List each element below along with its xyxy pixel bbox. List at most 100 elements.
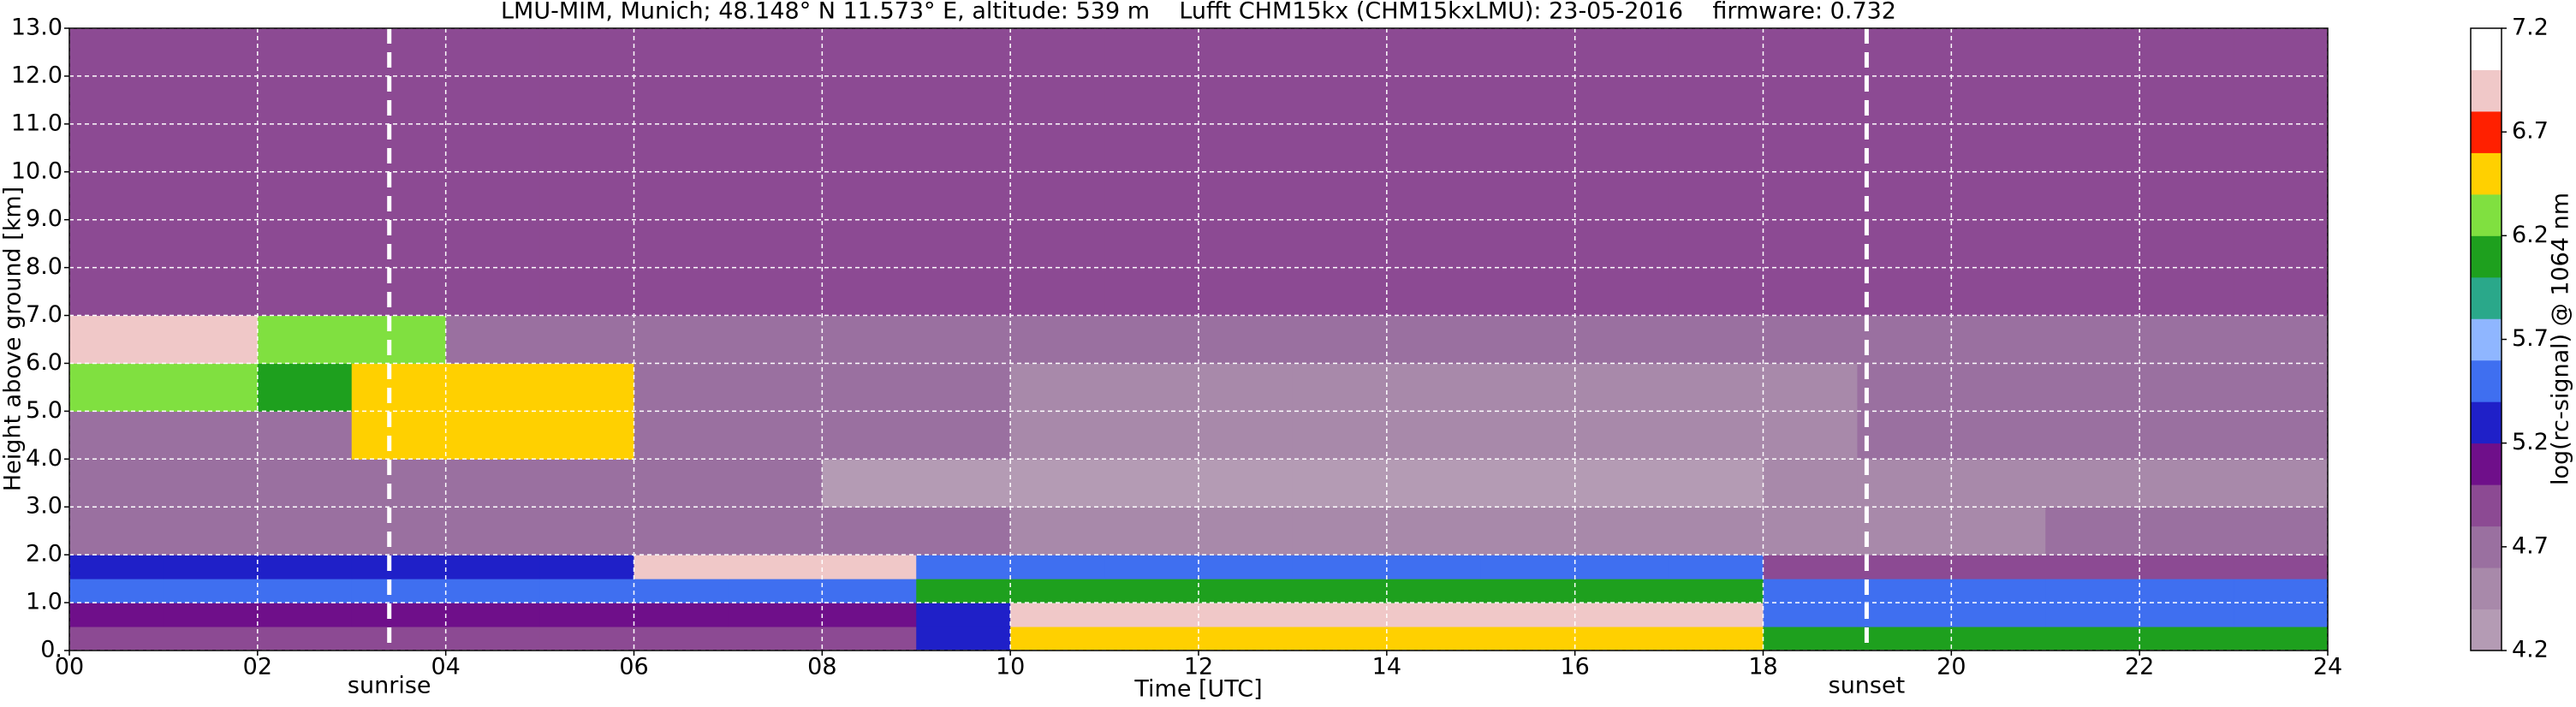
heatmap-cell bbox=[1574, 459, 1670, 508]
heatmap-cell bbox=[1763, 459, 1858, 508]
heatmap-cell bbox=[2045, 363, 2140, 412]
heatmap-cell bbox=[1480, 315, 1576, 364]
heatmap-cell bbox=[1010, 579, 1105, 603]
x-tick-label: 18 bbox=[1748, 654, 1777, 680]
heatmap-cell bbox=[539, 579, 634, 603]
colorbar-band bbox=[2471, 359, 2502, 402]
heatmap-cell bbox=[1857, 459, 1952, 508]
y-tick-label: 5.0 bbox=[26, 397, 62, 424]
colorbar-band bbox=[2471, 526, 2502, 568]
heatmap-cell bbox=[1292, 28, 1388, 221]
heatmap-cell bbox=[163, 627, 259, 651]
heatmap-cell bbox=[257, 363, 353, 412]
x-tick-label: 10 bbox=[996, 654, 1025, 680]
heatmap-cell bbox=[916, 315, 1011, 364]
y-tick-label: 13.0 bbox=[11, 15, 62, 41]
heatmap-cell bbox=[728, 627, 823, 651]
y-axis-label: Height above ground [km] bbox=[0, 187, 27, 491]
heatmap-cell bbox=[1199, 315, 1294, 364]
heatmap-cell bbox=[916, 411, 1011, 460]
heatmap-cell bbox=[1292, 507, 1388, 556]
heatmap-cell bbox=[539, 411, 634, 460]
heatmap-cell bbox=[1199, 28, 1294, 221]
heatmap-cell bbox=[2234, 363, 2329, 412]
heatmap-cell bbox=[1951, 459, 2046, 508]
heatmap-cell bbox=[916, 603, 1011, 627]
colorbar-band bbox=[2471, 69, 2502, 112]
colorbar-band bbox=[2471, 609, 2502, 651]
heatmap-cell bbox=[1104, 507, 1199, 556]
heatmap-cell bbox=[1292, 315, 1388, 364]
heatmap-cell bbox=[351, 555, 447, 579]
heatmap-cell bbox=[728, 507, 823, 556]
colorbar-tick-label: 4.2 bbox=[2512, 637, 2549, 663]
heatmap-cell bbox=[163, 579, 259, 603]
heatmap-cell bbox=[257, 627, 353, 651]
colorbar-band bbox=[2471, 152, 2502, 195]
heatmap-cell bbox=[822, 363, 917, 412]
heatmap-cell bbox=[2234, 603, 2329, 627]
colorbar-tick-label: 7.2 bbox=[2512, 15, 2549, 41]
heatmap-cell bbox=[1104, 459, 1199, 508]
colorbar-band bbox=[2471, 193, 2502, 236]
heatmap-cell bbox=[916, 363, 1011, 412]
heatmap-cell bbox=[634, 507, 729, 556]
heatmap-cell bbox=[351, 627, 447, 651]
heatmap-cell bbox=[2234, 627, 2329, 651]
heatmap-cell bbox=[1857, 363, 1952, 412]
heatmap-cell bbox=[916, 459, 1011, 508]
heatmap-cell bbox=[1292, 555, 1388, 579]
heatmap-cell bbox=[539, 315, 634, 364]
heatmap-cell bbox=[351, 507, 447, 556]
heatmap-cell bbox=[2139, 459, 2234, 508]
y-tick-label: 9.0 bbox=[26, 205, 62, 232]
heatmap-cell bbox=[1574, 363, 1670, 412]
heatmap-cell bbox=[445, 459, 541, 508]
x-tick-label: 24 bbox=[2313, 654, 2342, 680]
heatmap-cell bbox=[163, 603, 259, 627]
heatmap-cell bbox=[539, 459, 634, 508]
heatmap-cell bbox=[163, 459, 259, 508]
y-tick-label: 3.0 bbox=[26, 493, 62, 520]
heatmap-cell bbox=[1669, 579, 1764, 603]
heatmap-cell bbox=[69, 459, 164, 508]
heatmap-cell bbox=[1292, 411, 1388, 460]
heatmap-cell bbox=[634, 459, 729, 508]
heatmap-cell bbox=[1292, 579, 1388, 603]
heatmap-cell bbox=[1199, 459, 1294, 508]
heatmap-cell bbox=[822, 555, 917, 579]
heatmap-cell bbox=[257, 411, 353, 460]
heatmap-cell bbox=[634, 627, 729, 651]
heatmap-cell bbox=[634, 411, 729, 460]
heatmap-cell bbox=[916, 579, 1011, 603]
colorbar-tick-label: 4.7 bbox=[2512, 532, 2549, 559]
annotation-label: sunrise bbox=[348, 673, 431, 699]
heatmap-cell bbox=[445, 627, 541, 651]
heatmap-cell bbox=[2045, 507, 2140, 556]
colorbar-band bbox=[2471, 318, 2502, 361]
heatmap-cell bbox=[1386, 315, 1482, 364]
heatmap-cell bbox=[728, 555, 823, 579]
heatmap-cell bbox=[1763, 411, 1858, 460]
heatmap-cell bbox=[634, 603, 729, 627]
heatmap-cell bbox=[1857, 579, 1952, 603]
heatmap-cell bbox=[2139, 363, 2234, 412]
heatmap-cell bbox=[2139, 555, 2234, 579]
heatmap-cell bbox=[1199, 411, 1294, 460]
heatmap-cell bbox=[1951, 507, 2046, 556]
x-tick-label: 20 bbox=[1936, 654, 1966, 680]
colorbar-band bbox=[2471, 276, 2502, 319]
heatmap-cell bbox=[539, 555, 634, 579]
heatmap-cell bbox=[1010, 411, 1105, 460]
heatmap-cell bbox=[351, 579, 447, 603]
heatmap-cell bbox=[1480, 411, 1576, 460]
heatmap-cell bbox=[257, 507, 353, 556]
heatmap-cell bbox=[2045, 459, 2140, 508]
heatmap-cell bbox=[1104, 627, 1199, 651]
heatmap-cell bbox=[1199, 507, 1294, 556]
heatmap-cell bbox=[69, 555, 164, 579]
heatmap-cell bbox=[1951, 579, 2046, 603]
heatmap-cell bbox=[1857, 411, 1952, 460]
heatmap-cell bbox=[1199, 555, 1294, 579]
heatmap-cell bbox=[69, 627, 164, 651]
